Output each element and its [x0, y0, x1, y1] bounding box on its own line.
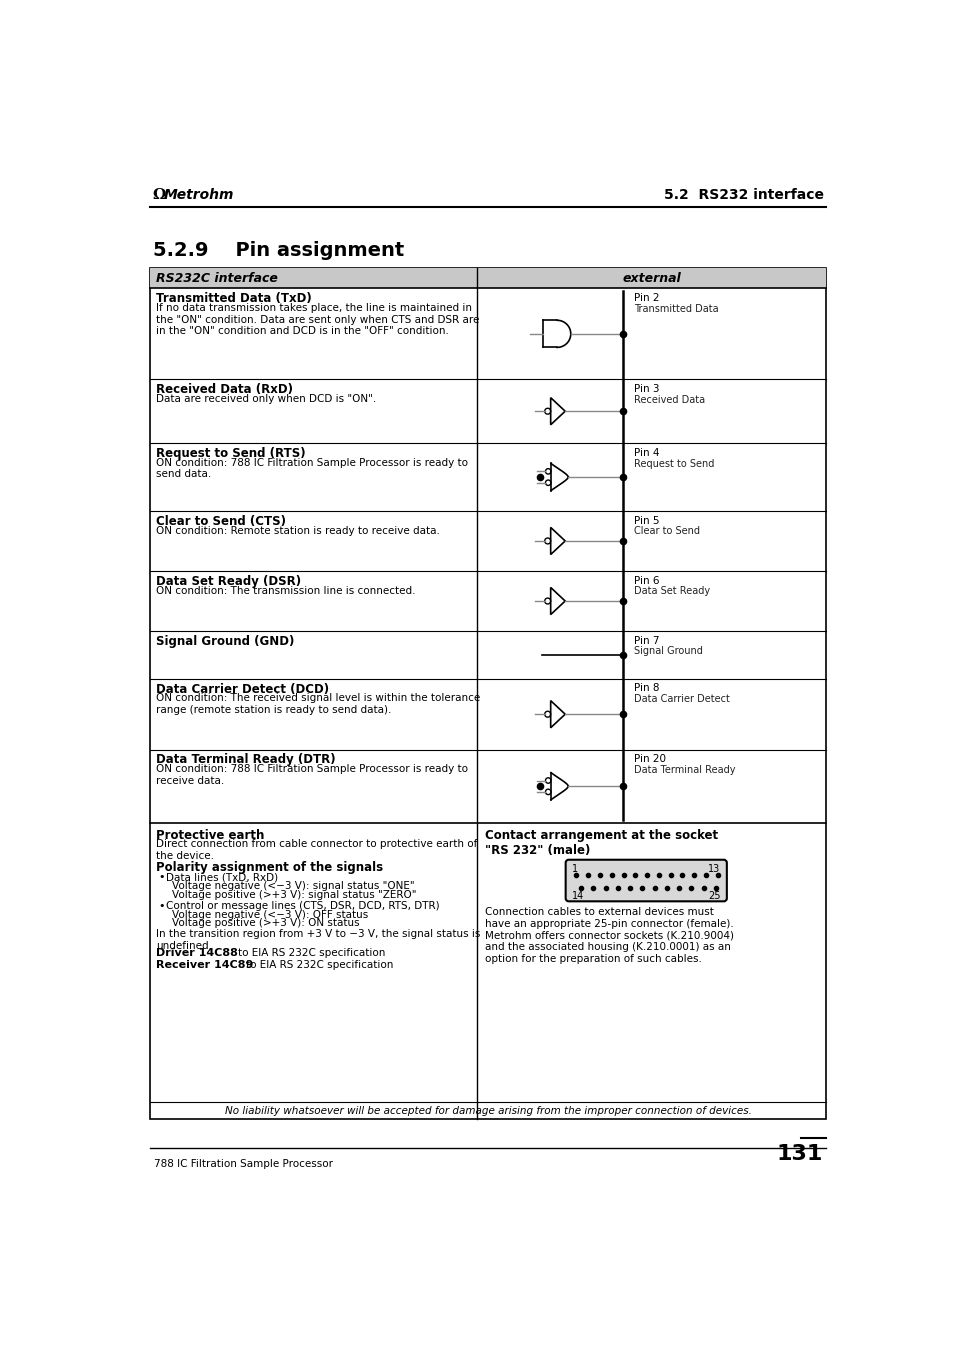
Text: Connection cables to external devices must
have an appropriate 25-pin connector : Connection cables to external devices mu… — [484, 908, 733, 963]
Text: Control or message lines (CTS, DSR, DCD, RTS, DTR): Control or message lines (CTS, DSR, DCD,… — [166, 901, 439, 911]
Text: Pin 3: Pin 3 — [633, 384, 659, 394]
Text: Direct connection from cable connector to protective earth of
the device.: Direct connection from cable connector t… — [156, 839, 477, 861]
Text: Pin 8: Pin 8 — [633, 684, 659, 693]
Text: Request to Send: Request to Send — [633, 458, 714, 469]
Bar — [150, 269, 825, 288]
Text: Data are received only when DCD is "ON".: Data are received only when DCD is "ON". — [156, 394, 376, 404]
Text: Signal Ground (GND): Signal Ground (GND) — [156, 635, 294, 648]
Text: Voltage negative (<−3 V): signal status "ONE": Voltage negative (<−3 V): signal status … — [172, 881, 415, 892]
Text: ON condition: The transmission line is connected.: ON condition: The transmission line is c… — [156, 585, 416, 596]
Text: Driver 14C88: Driver 14C88 — [156, 947, 238, 958]
Text: Data Carrier Detect (DCD): Data Carrier Detect (DCD) — [156, 682, 329, 696]
Text: If no data transmission takes place, the line is maintained in
the "ON" conditio: If no data transmission takes place, the… — [156, 303, 479, 336]
Text: Data Set Ready: Data Set Ready — [633, 586, 709, 596]
Text: Transmitted Data (TxD): Transmitted Data (TxD) — [156, 292, 312, 305]
Text: Ω: Ω — [152, 188, 166, 203]
FancyBboxPatch shape — [565, 859, 726, 901]
Text: Pin 20: Pin 20 — [633, 754, 665, 765]
Text: Voltage negative (<−3 V): OFF status: Voltage negative (<−3 V): OFF status — [172, 909, 368, 920]
Text: No liability whatsoever will be accepted for damage arising from the improper co: No liability whatsoever will be accepted… — [225, 1105, 751, 1116]
Text: ON condition: Remote station is ready to receive data.: ON condition: Remote station is ready to… — [156, 526, 440, 535]
Text: 25: 25 — [707, 892, 720, 901]
Text: 14: 14 — [571, 892, 583, 901]
Text: Clear to Send: Clear to Send — [633, 527, 700, 536]
Text: 13: 13 — [708, 865, 720, 874]
Text: Metrohm: Metrohm — [164, 188, 234, 203]
Text: to EIA RS 232C specification: to EIA RS 232C specification — [245, 959, 393, 970]
Text: Data lines (TxD, RxD): Data lines (TxD, RxD) — [166, 871, 277, 882]
Text: Signal Ground: Signal Ground — [633, 646, 702, 657]
Text: ON condition: 788 IC Filtration Sample Processor is ready to
receive data.: ON condition: 788 IC Filtration Sample P… — [156, 765, 468, 786]
Text: to EIA RS 232C specification: to EIA RS 232C specification — [237, 947, 385, 958]
Text: ON condition: 788 IC Filtration Sample Processor is ready to
send data.: ON condition: 788 IC Filtration Sample P… — [156, 458, 468, 480]
Text: •: • — [158, 871, 164, 882]
Text: 131: 131 — [776, 1144, 822, 1163]
Text: Clear to Send (CTS): Clear to Send (CTS) — [156, 515, 286, 528]
Text: 1: 1 — [571, 865, 578, 874]
Text: Data Terminal Ready: Data Terminal Ready — [633, 765, 735, 775]
Text: ON condition: The received signal level is within the tolerance
range (remote st: ON condition: The received signal level … — [156, 693, 480, 715]
Text: Voltage positive (>+3 V): ON status: Voltage positive (>+3 V): ON status — [172, 919, 359, 928]
Text: Pin 2: Pin 2 — [633, 293, 659, 303]
Text: external: external — [621, 272, 680, 285]
Text: Pin 5: Pin 5 — [633, 516, 659, 526]
Text: Received Data (RxD): Received Data (RxD) — [156, 384, 294, 396]
Text: Pin 6: Pin 6 — [633, 576, 659, 585]
Bar — [150, 269, 825, 1119]
Text: Pin 4: Pin 4 — [633, 447, 659, 458]
Text: Request to Send (RTS): Request to Send (RTS) — [156, 447, 306, 461]
Text: Received Data: Received Data — [633, 394, 704, 405]
Text: Data Set Ready (DSR): Data Set Ready (DSR) — [156, 574, 301, 588]
Text: Contact arrangement at the socket
"RS 232" (male): Contact arrangement at the socket "RS 23… — [484, 830, 718, 857]
Text: 5.2  RS232 interface: 5.2 RS232 interface — [664, 188, 823, 203]
Text: Data Carrier Detect: Data Carrier Detect — [633, 694, 729, 704]
Text: Voltage positive (>+3 V): signal status "ZERO": Voltage positive (>+3 V): signal status … — [172, 890, 416, 900]
Text: Receiver 14C89: Receiver 14C89 — [156, 959, 253, 970]
Text: RS232C interface: RS232C interface — [156, 272, 278, 285]
Text: Polarity assignment of the signals: Polarity assignment of the signals — [156, 862, 383, 874]
Text: Protective earth: Protective earth — [156, 830, 265, 842]
Text: Data Terminal Ready (DTR): Data Terminal Ready (DTR) — [156, 754, 335, 766]
Text: Transmitted Data: Transmitted Data — [633, 304, 718, 313]
Text: Pin 7: Pin 7 — [633, 636, 659, 646]
Text: In the transition region from +3 V to −3 V, the signal status is
undefined.: In the transition region from +3 V to −3… — [156, 929, 480, 951]
Text: •: • — [158, 901, 164, 911]
Text: 788 IC Filtration Sample Processor: 788 IC Filtration Sample Processor — [154, 1159, 333, 1169]
Text: 5.2.9    Pin assignment: 5.2.9 Pin assignment — [152, 242, 403, 261]
